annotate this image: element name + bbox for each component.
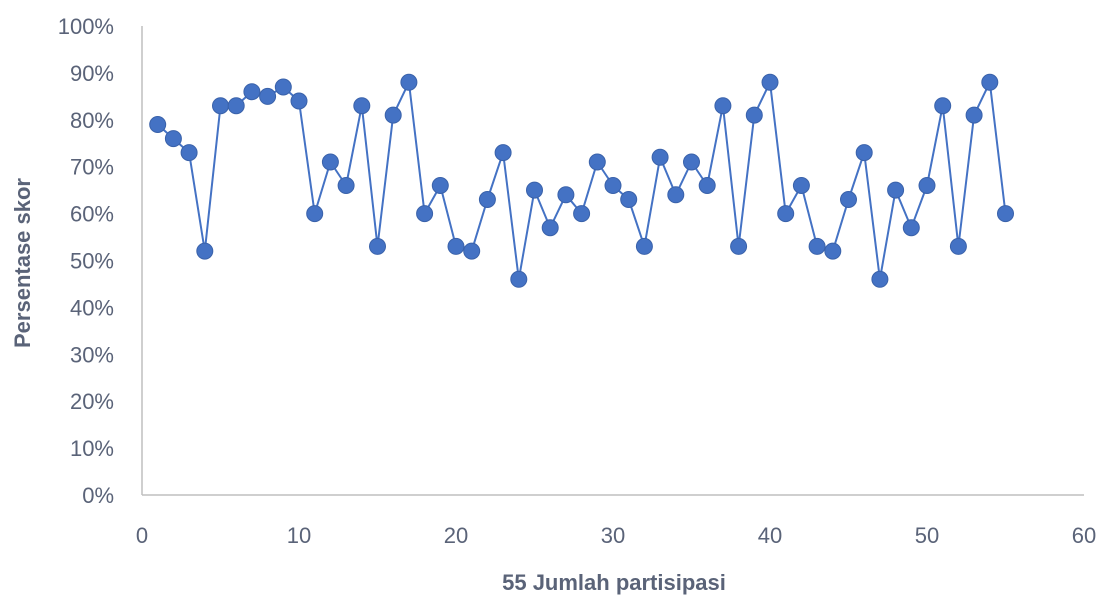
data-point — [745, 106, 763, 124]
data-point — [918, 177, 936, 194]
y-tick-label: 50% — [70, 249, 114, 274]
data-point — [353, 97, 371, 115]
data-point — [149, 116, 167, 133]
data-point — [934, 97, 952, 115]
data-point — [620, 191, 638, 208]
data-point — [855, 144, 873, 162]
data-point — [306, 205, 324, 223]
x-tick-label: 20 — [444, 523, 468, 548]
data-point — [824, 242, 842, 260]
marker-layer — [149, 73, 1014, 288]
data-point — [274, 78, 292, 96]
data-point — [212, 97, 229, 115]
data-point — [180, 144, 198, 162]
data-point — [871, 270, 889, 288]
data-point — [730, 237, 748, 255]
x-tick-label: 0 — [136, 523, 148, 548]
data-point — [573, 205, 591, 223]
data-point — [463, 242, 481, 260]
data-point — [243, 83, 261, 101]
data-point — [337, 177, 355, 194]
data-point — [227, 97, 245, 115]
data-point — [290, 92, 308, 110]
data-point — [447, 237, 465, 255]
data-point — [416, 205, 434, 223]
data-point — [808, 237, 826, 255]
data-point — [541, 219, 559, 237]
x-tick-label: 30 — [601, 523, 625, 548]
data-point — [431, 177, 449, 194]
data-point — [321, 153, 339, 171]
series-line — [157, 81, 1007, 281]
x-tick-label: 50 — [915, 523, 939, 548]
data-point — [651, 148, 669, 166]
data-point — [510, 270, 528, 288]
x-tick-label: 40 — [758, 523, 782, 548]
data-point — [557, 186, 575, 204]
y-tick-label: 30% — [70, 342, 114, 367]
data-point — [792, 177, 810, 194]
data-point — [369, 237, 386, 255]
y-tick-label: 20% — [70, 389, 114, 414]
data-point — [777, 205, 795, 223]
data-point — [478, 191, 496, 208]
y-tick-label: 90% — [70, 61, 114, 86]
data-point — [494, 144, 512, 162]
data-point — [698, 177, 716, 194]
series-layer — [157, 81, 1007, 281]
y-tick-label: 0% — [82, 483, 114, 508]
data-point — [384, 106, 402, 124]
y-tick-label: 70% — [70, 155, 114, 180]
data-point — [840, 191, 857, 208]
y-tick-label: 60% — [70, 202, 114, 227]
data-point — [902, 219, 920, 237]
x-axis-title: 55 Jumlah partisipasi — [502, 570, 726, 595]
y-tick-label: 100% — [58, 14, 114, 39]
data-point — [164, 130, 182, 148]
x-tick-label: 10 — [287, 523, 311, 548]
data-point — [949, 237, 967, 255]
data-point — [667, 186, 685, 204]
y-tick-label: 80% — [70, 108, 114, 133]
data-point — [683, 153, 700, 171]
data-point — [981, 73, 999, 91]
data-point — [400, 73, 418, 91]
data-point — [714, 97, 732, 115]
data-point — [526, 181, 543, 199]
data-point — [259, 87, 277, 105]
data-point — [196, 242, 214, 260]
y-axis-title: Persentase skor — [10, 178, 35, 348]
data-point — [588, 153, 606, 171]
axes: 0% 10% 20% 30% 40% 50% 60% 70% 80% 90% 100% 0 10 20 30… — [58, 14, 1097, 548]
y-tick-label: 10% — [70, 436, 114, 461]
data-point — [997, 205, 1014, 223]
data-point — [761, 73, 779, 91]
data-point — [965, 106, 983, 124]
data-point — [604, 177, 622, 194]
y-tick-label: 40% — [70, 295, 114, 320]
data-point — [887, 181, 905, 199]
x-tick-label: 60 — [1072, 523, 1096, 548]
data-point — [635, 237, 653, 255]
